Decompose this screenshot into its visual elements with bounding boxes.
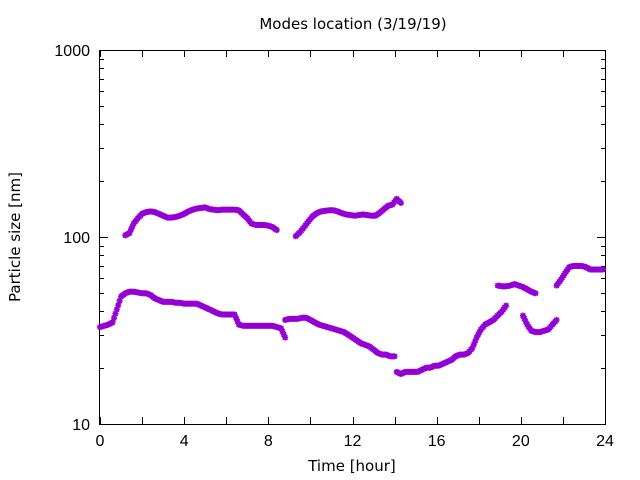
x-tick-label: 4 bbox=[180, 433, 189, 450]
axis-ticks bbox=[100, 50, 606, 425]
series-3 bbox=[282, 314, 398, 360]
data-point bbox=[391, 353, 398, 360]
data-points bbox=[97, 195, 606, 378]
y-tick-label: 100 bbox=[63, 230, 90, 247]
y-tick-labels: 10 100 1000 bbox=[54, 43, 90, 434]
series-4 bbox=[393, 302, 510, 378]
data-point bbox=[397, 199, 404, 206]
x-tick-label: 20 bbox=[512, 433, 530, 450]
x-tick-labels: 0 4 8 12 16 20 24 bbox=[96, 433, 614, 450]
series-5 bbox=[494, 281, 539, 297]
data-point bbox=[532, 290, 539, 297]
y-axis-label: Particle size [nm] bbox=[6, 172, 24, 302]
series-2 bbox=[97, 288, 289, 341]
x-tick-label: 8 bbox=[264, 433, 273, 450]
x-tick-label: 12 bbox=[344, 433, 362, 450]
data-point bbox=[503, 302, 510, 309]
data-point bbox=[599, 266, 606, 273]
x-tick-label: 24 bbox=[596, 433, 614, 450]
data-point bbox=[553, 316, 560, 323]
series-6 bbox=[519, 312, 560, 336]
series-7 bbox=[553, 262, 606, 289]
x-tick-label: 16 bbox=[428, 433, 446, 450]
y-tick-label: 10 bbox=[72, 417, 90, 434]
data-point bbox=[273, 227, 280, 234]
series-0 bbox=[122, 204, 280, 239]
plot-frame bbox=[99, 50, 606, 425]
x-axis-label: Time [hour] bbox=[307, 457, 396, 475]
data-point bbox=[282, 334, 289, 341]
chart-title: Modes location (3/19/19) bbox=[259, 15, 446, 33]
y-tick-label: 1000 bbox=[54, 43, 90, 60]
x-tick-label: 0 bbox=[96, 433, 105, 450]
series-1 bbox=[292, 195, 404, 240]
